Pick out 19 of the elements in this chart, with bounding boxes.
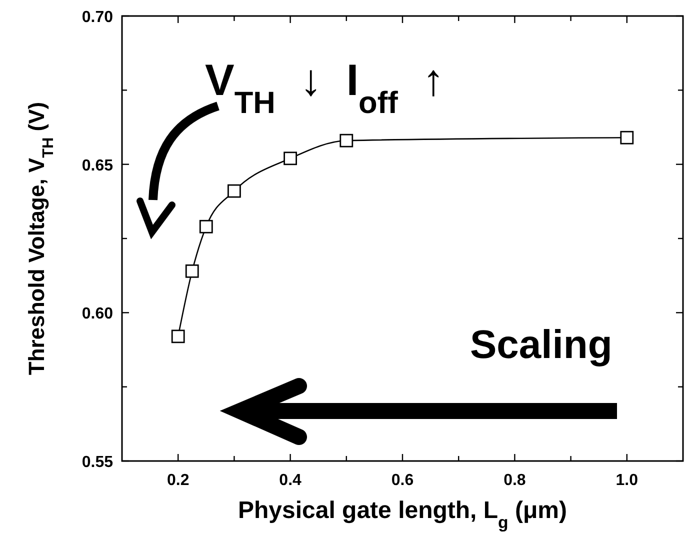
x-tick-label: 0.2 [166, 472, 190, 489]
x-axis-title: Physical gate length, L$_{g}$ (μm) [238, 497, 568, 532]
x-tick-label: 0.8 [504, 472, 526, 489]
point [620, 130, 634, 144]
y-tick-label: 0.55 [82, 454, 114, 471]
point [340, 134, 354, 148]
y-tick-label: 0.65 [82, 157, 114, 174]
point [171, 330, 185, 344]
annotation: V$_{TH}$ ↓ I$_{off}$ ↑ [205, 56, 444, 120]
x-tick-label: 1.0 [616, 472, 638, 489]
x-tick-label: 0.6 [391, 472, 414, 489]
y-tick-label: 0.60 [82, 306, 114, 323]
point [284, 152, 297, 166]
point [199, 220, 213, 234]
point [185, 264, 199, 278]
annotation: Scaling [470, 323, 612, 367]
point [228, 184, 241, 198]
y-tick-label: 0.70 [82, 9, 114, 26]
x-tick-label: 0.4 [279, 472, 302, 489]
